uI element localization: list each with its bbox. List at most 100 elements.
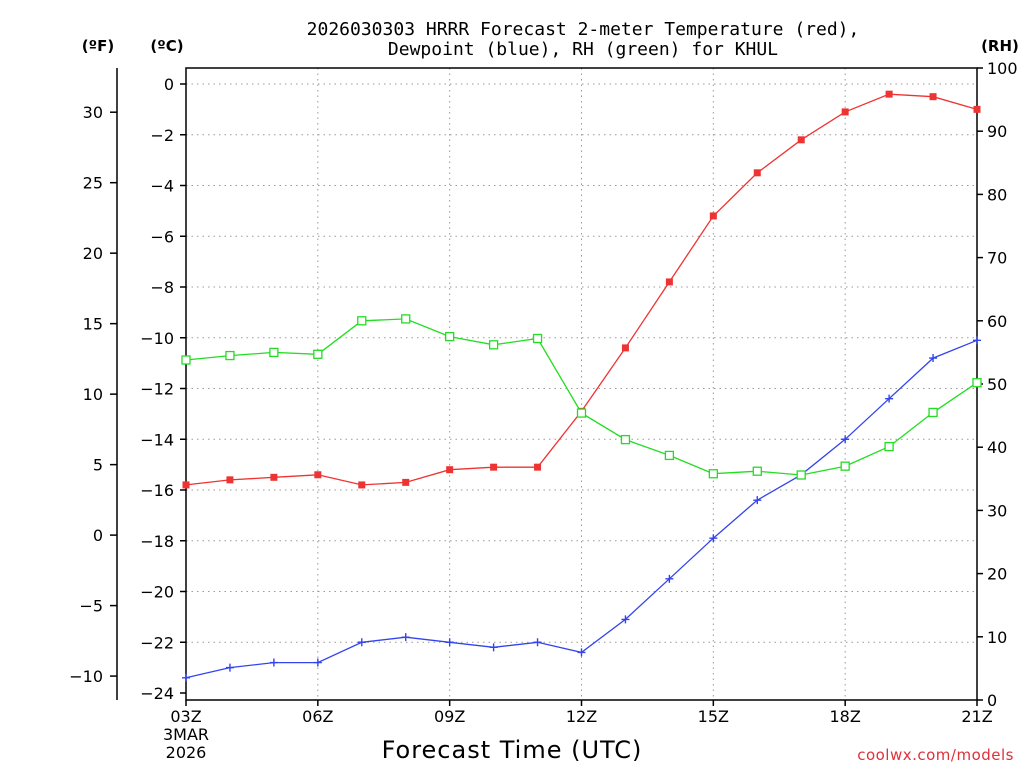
- fahrenheit-tick-label: −5: [79, 597, 103, 616]
- rh-point: [928, 407, 938, 418]
- rh-tick-label: 50: [987, 375, 1007, 394]
- celsius-tick-label: −20: [140, 583, 174, 602]
- chart-title-line2: Dewpoint (blue), RH (green) for KHUL: [388, 39, 778, 60]
- fahrenheit-tick-label: 5: [93, 456, 103, 475]
- dewpoint-point: [841, 435, 850, 444]
- ticks-layer: 03Z 06Z 09Z 12Z 15Z 18Z 21Z0−2−4−6−8−10−12−14−…: [69, 59, 1017, 726]
- fahrenheit-tick-label: 30: [83, 103, 103, 122]
- temperature-point: [621, 344, 629, 352]
- rh-point: [664, 450, 675, 461]
- rh-tick-label: 40: [987, 438, 1007, 457]
- grid-layer: [186, 68, 977, 700]
- dewpoint-point: [401, 633, 410, 642]
- temperature-point: [885, 90, 893, 98]
- celsius-tick-label: −12: [140, 380, 174, 399]
- temperature-point: [226, 476, 234, 484]
- dewpoint-point: [533, 638, 542, 647]
- date-label-day: 3MAR: [163, 725, 209, 744]
- rh-tick-label: 70: [987, 249, 1007, 268]
- temperature-point: [490, 463, 498, 471]
- fahrenheit-tick-label: 10: [83, 385, 103, 404]
- rh-point: [313, 349, 323, 359]
- dewpoint-point: [225, 663, 234, 672]
- x-tick-label: 18Z: [830, 707, 861, 726]
- temperature-point: [534, 463, 542, 471]
- dewpoint-point: [445, 638, 454, 647]
- rh-point: [708, 469, 718, 479]
- temperature-point: [973, 105, 981, 113]
- dewpoint-point: [885, 394, 894, 403]
- rh-point: [401, 314, 411, 324]
- rh-point: [752, 466, 762, 476]
- celsius-tick-label: −24: [140, 684, 174, 703]
- rh-point: [796, 470, 806, 480]
- fahrenheit-tick-label: 15: [83, 315, 103, 334]
- temperature-point: [314, 471, 322, 479]
- celsius-unit-label: (ºC): [150, 37, 183, 55]
- fahrenheit-tick-label: 25: [83, 174, 103, 193]
- rh-tick-label: 60: [987, 312, 1007, 331]
- rh-point: [972, 378, 982, 388]
- celsius-tick-label: −8: [150, 278, 174, 297]
- dewpoint-point: [665, 574, 674, 583]
- rh-tick-label: 80: [987, 185, 1007, 204]
- x-tick-label: 06Z: [302, 707, 333, 726]
- date-label-year: 2026: [166, 743, 207, 762]
- celsius-tick-label: −18: [140, 532, 174, 551]
- celsius-tick-label: −2: [150, 126, 174, 145]
- fahrenheit-tick-label: 0: [93, 526, 103, 545]
- rh-tick-label: 30: [987, 501, 1007, 520]
- rh-point: [488, 340, 499, 350]
- x-tick-label: 15Z: [698, 707, 729, 726]
- chart-title-line1: 2026030303 HRRR Forecast 2-meter Tempera…: [307, 19, 860, 40]
- celsius-tick-label: −6: [150, 227, 174, 246]
- x-tick-label: 09Z: [434, 707, 465, 726]
- temperature-point: [797, 136, 805, 144]
- rh-point: [357, 316, 367, 326]
- x-axis-label: Forecast Time (UTC): [382, 736, 643, 764]
- temperature-point: [402, 478, 410, 486]
- dewpoint-point: [753, 496, 762, 505]
- fahrenheit-tick-label: 20: [83, 244, 103, 263]
- dewpoint-point: [577, 648, 586, 657]
- temperature-point: [929, 93, 937, 101]
- temperature-point: [665, 278, 673, 286]
- rh-point: [269, 347, 279, 358]
- rh-tick-label: 100: [987, 59, 1018, 78]
- dewpoint-point: [709, 534, 718, 543]
- axes-layer: [116, 67, 978, 701]
- celsius-tick-label: −10: [140, 329, 174, 348]
- rh-point: [840, 461, 850, 471]
- rh-line: [185, 318, 978, 476]
- temperature-point: [753, 169, 761, 177]
- rh-point: [445, 331, 455, 342]
- temperature-point: [182, 481, 190, 489]
- celsius-tick-label: −16: [140, 481, 174, 500]
- temperature-point: [358, 481, 366, 489]
- x-tick-label: 21Z: [961, 707, 992, 726]
- fahrenheit-unit-label: (ºF): [82, 37, 114, 55]
- dewpoint-point: [182, 673, 190, 682]
- dewpoint-point: [269, 658, 278, 667]
- series-layer: [181, 90, 982, 682]
- rh-point: [620, 434, 631, 445]
- fahrenheit-tick-label: −10: [69, 667, 103, 686]
- rh-point: [884, 441, 894, 452]
- dewpoint-point: [313, 658, 322, 667]
- rh-unit-label: (RH): [981, 37, 1019, 55]
- rh-point: [576, 408, 587, 418]
- dewpoint-point: [621, 615, 630, 624]
- celsius-tick-label: −14: [140, 430, 174, 449]
- temperature-point: [270, 473, 278, 481]
- rh-tick-label: 90: [987, 122, 1007, 141]
- rh-point: [532, 333, 543, 344]
- rh-point: [225, 350, 235, 361]
- rh-tick-label: 0: [987, 691, 997, 710]
- temperature-point: [446, 466, 454, 474]
- dewpoint-point: [489, 643, 498, 652]
- temperature-point: [841, 108, 849, 116]
- x-tick-label: 03Z: [170, 707, 201, 726]
- dewpoint-point: [357, 638, 366, 647]
- rh-point: [181, 355, 191, 365]
